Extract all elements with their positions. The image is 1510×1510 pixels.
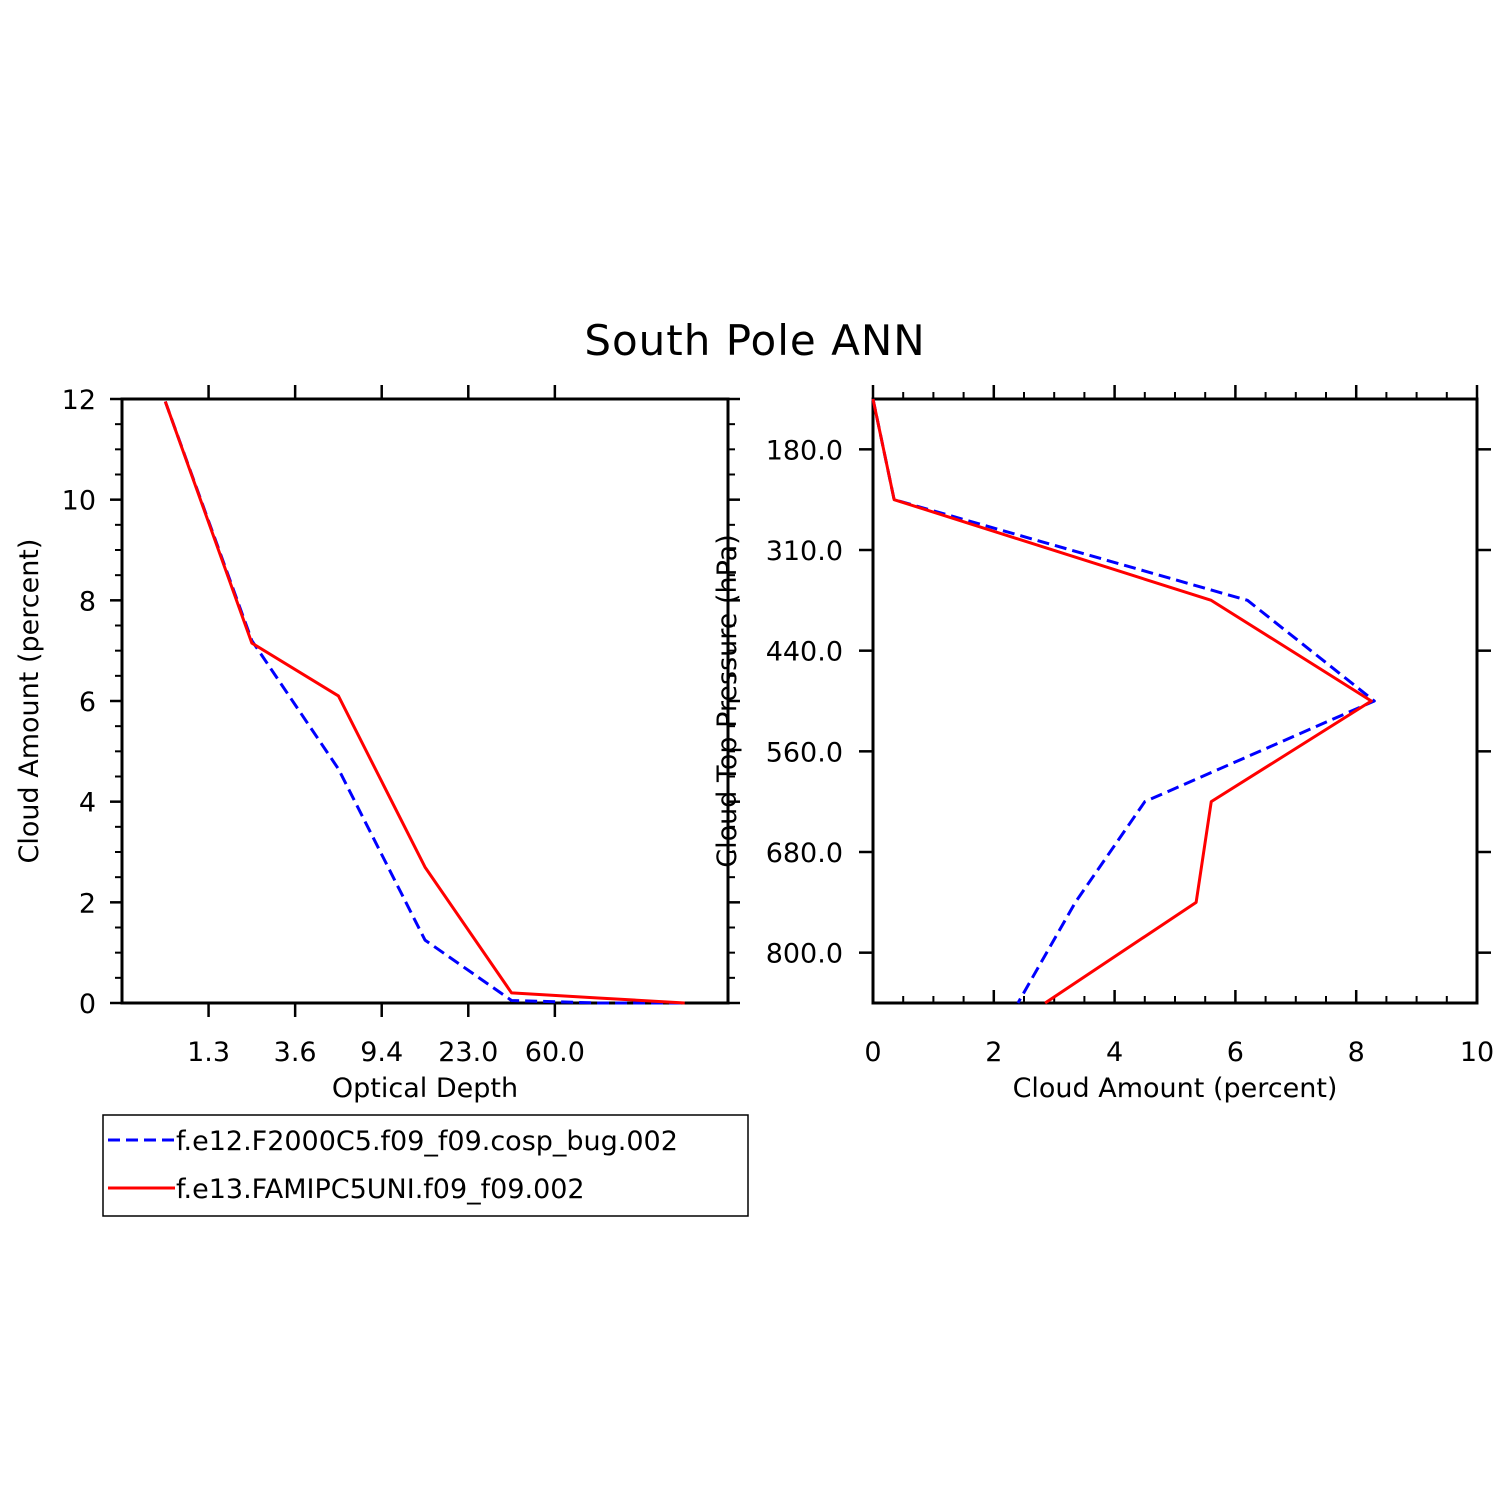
left-panel: 0 2 4 6 8 10 12 1.3 3.6 9.4 23.0 60.0 Optical Depth… — [14, 385, 740, 1104]
right-x-tick-label: 8 — [1348, 1037, 1365, 1068]
right-series-line-2 — [871, 398, 1373, 1005]
right-x-tick-label: 10 — [1460, 1037, 1494, 1068]
right-y-tick-label: 310.0 — [766, 536, 843, 567]
left-plot-frame — [120, 397, 730, 1005]
left-x-tick-label: 23.0 — [438, 1037, 498, 1068]
right-series-lines — [871, 398, 1376, 1005]
left-series-line-1 — [163, 401, 685, 1005]
right-x-tick-label: 0 — [864, 1037, 881, 1068]
left-y-tick-label: 10 — [62, 486, 96, 517]
figure-title: South Pole ANN — [584, 316, 925, 365]
right-x-tick-label: 6 — [1227, 1037, 1244, 1068]
left-y-tick-label: 8 — [79, 586, 96, 617]
left-y-tick-label: 2 — [79, 888, 96, 919]
legend-label-1: f.e12.F2000C5.f09_f09.cosp_bug.002 — [176, 1126, 678, 1157]
left-x-axis-label: Optical Depth — [332, 1073, 518, 1104]
right-x-tick-label: 4 — [1106, 1037, 1123, 1068]
right-series-line-1 — [871, 398, 1376, 1004]
legend-box — [102, 1114, 749, 1217]
left-series-lines — [163, 401, 685, 1005]
right-y-tick-label: 440.0 — [766, 637, 843, 668]
left-y-tick-label: 6 — [79, 687, 96, 718]
left-y-axis-label: Cloud Amount (percent) — [14, 539, 45, 864]
left-x-tick-label: 1.3 — [187, 1037, 230, 1068]
right-x-axis-label: Cloud Amount (percent) — [1013, 1073, 1338, 1104]
right-y-tick-label: 180.0 — [766, 435, 843, 466]
right-y-tick-label: 800.0 — [766, 939, 843, 970]
left-x-tick-label: 60.0 — [525, 1037, 585, 1068]
right-ticks: 0 2 4 6 8 10 180.0 310.0 440.0 560.0 680.0 800.0 — [766, 385, 1494, 1068]
left-x-tick-label: 3.6 — [274, 1037, 317, 1068]
left-ticks: 0 2 4 6 8 10 12 1.3 3.6 9.4 23.0 60.0 — [62, 385, 740, 1068]
right-x-tick-label: 2 — [985, 1037, 1002, 1068]
left-y-tick-label: 4 — [79, 788, 96, 819]
right-y-tick-label: 680.0 — [766, 838, 843, 869]
legend-label-2: f.e13.FAMIPC5UNI.f09_f09.002 — [176, 1174, 585, 1205]
right-y-axis-label: Cloud Top Pressure (hPa) — [712, 534, 743, 868]
left-y-tick-label: 0 — [79, 989, 96, 1020]
right-panel: 0 2 4 6 8 10 180.0 310.0 440.0 560.0 680.0 800.0 Cl… — [712, 385, 1494, 1104]
left-x-tick-label: 9.4 — [360, 1037, 403, 1068]
left-series-line-2 — [163, 401, 685, 1005]
legend: f.e12.F2000C5.f09_f09.cosp_bug.002 f.e13… — [102, 1114, 749, 1217]
left-y-tick-label: 12 — [62, 385, 96, 416]
right-plot-frame — [871, 397, 1479, 1005]
right-y-tick-label: 560.0 — [766, 737, 843, 768]
